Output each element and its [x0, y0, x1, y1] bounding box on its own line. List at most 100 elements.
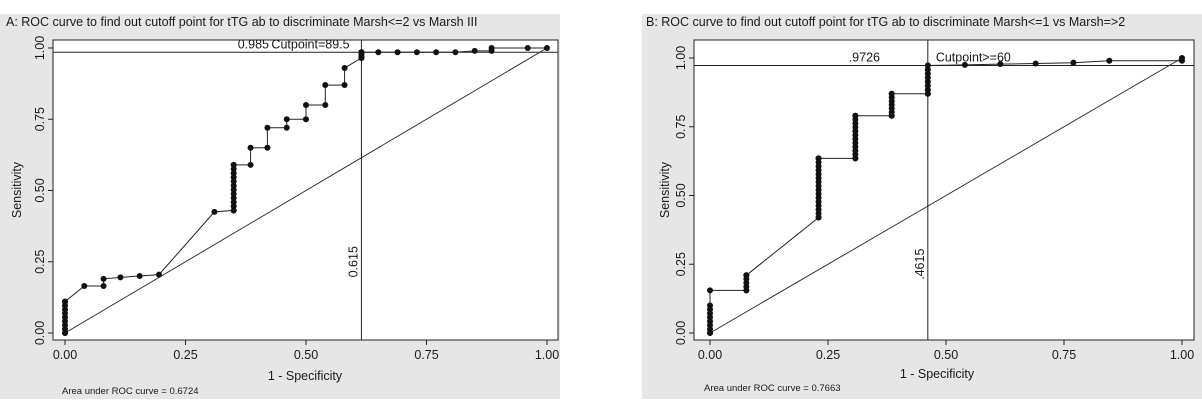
y-tick-label: 0.50: [33, 178, 47, 202]
y-axis-label-a: Sensitivity: [10, 161, 24, 218]
roc-point: [247, 144, 254, 151]
roc-point: [230, 178, 237, 185]
y-tick-label: 0.00: [33, 321, 47, 345]
sensitivity-value-label: .9726: [849, 51, 880, 65]
roc-point: [264, 144, 271, 151]
specificity-value-label: .4615: [913, 249, 927, 280]
roc-point: [707, 287, 713, 294]
roc-panel-b: B: ROC curve to find out cutoff point fo…: [642, 0, 1202, 406]
roc-point: [544, 45, 550, 51]
chart-title-b: B: ROC curve to find out cutoff point fo…: [646, 15, 1125, 29]
roc-point: [230, 203, 237, 210]
roc-point: [283, 116, 290, 123]
roc-point: [322, 102, 329, 108]
roc-point: [264, 124, 271, 131]
roc-point: [247, 161, 254, 168]
roc-point: [230, 186, 237, 193]
sensitivity-value-label: 0.985: [238, 37, 269, 51]
roc-point: [707, 302, 713, 309]
roc-marks-b: .9726 Cutpoint>=60 .4615: [694, 40, 1194, 340]
roc-point: [283, 124, 290, 131]
roc-point: [230, 199, 237, 206]
y-tick-label: 0.25: [33, 250, 47, 274]
roc-point: [743, 272, 750, 279]
roc-point: [452, 49, 459, 56]
diagonal-reference-line: [709, 57, 1183, 334]
roc-point: [961, 61, 968, 68]
roc-chart-a: A: ROC curve to find out cutoff point fo…: [0, 14, 560, 399]
roc-point: [815, 155, 822, 162]
roc-point: [413, 49, 420, 56]
roc-point: [155, 271, 162, 278]
roc-point: [341, 82, 348, 89]
roc-point: [230, 174, 237, 181]
roc-chart-b: B: ROC curve to find out cutoff point fo…: [642, 14, 1202, 399]
roc-point: [230, 207, 237, 214]
roc-panel-a: A: ROC curve to find out cutoff point fo…: [0, 0, 560, 406]
x-tick-label: 0.00: [53, 348, 77, 362]
x-tick-label: 0.00: [698, 348, 722, 362]
roc-point: [1032, 60, 1039, 67]
roc-point: [924, 62, 931, 69]
roc-point: [303, 102, 309, 108]
roc-point: [375, 49, 382, 56]
roc-point: [230, 182, 237, 189]
roc-point: [303, 116, 309, 123]
roc-point: [62, 298, 68, 305]
x-tick-label: 0.75: [414, 348, 438, 362]
y-axis-label-b: Sensitivity: [658, 161, 672, 218]
roc-point: [211, 208, 218, 215]
x-tick-label: 0.25: [173, 348, 197, 362]
cutpoint-label: Cutpoint=89.5: [271, 37, 349, 51]
roc-point: [852, 112, 859, 119]
roc-point: [1070, 59, 1077, 66]
roc-point: [230, 165, 237, 172]
roc-point: [524, 45, 531, 51]
roc-point: [230, 195, 237, 202]
plot-area-b: [693, 39, 1195, 341]
roc-point: [136, 273, 143, 279]
axis-ticks-b: 0.00 0.25 0.50 0.75 1.00 0.00 0.25 0.50 0.75 1.00: [674, 46, 1194, 362]
specificity-value-label: 0.615: [346, 246, 360, 277]
x-tick-label: 0.25: [816, 348, 840, 362]
y-tick-label: 0.75: [33, 107, 47, 131]
roc-point: [488, 45, 495, 51]
roc-point: [1179, 55, 1185, 61]
roc-point: [230, 161, 237, 168]
roc-point: [230, 170, 237, 177]
x-tick-label: 1.00: [535, 348, 559, 362]
x-axis-label-a: 1 - Specificity: [268, 369, 343, 383]
y-tick-label: 1.00: [33, 36, 47, 60]
roc-point: [358, 49, 365, 56]
y-tick-label: 0.00: [674, 321, 688, 345]
roc-point: [100, 275, 107, 282]
cutpoint-label: Cutpoint>=60: [936, 51, 1011, 65]
roc-point: [1106, 57, 1113, 64]
chart-title-a: A: ROC curve to find out cutoff point fo…: [6, 15, 478, 29]
x-tick-label: 0.50: [934, 348, 958, 362]
roc-point: [394, 49, 401, 56]
roc-point: [471, 47, 478, 54]
y-tick-label: 1.00: [674, 46, 688, 70]
auc-label-a: Area under ROC curve = 0.6724: [62, 386, 199, 397]
y-tick-label: 0.50: [674, 183, 688, 207]
x-axis-label-b: 1 - Specificity: [900, 367, 975, 381]
x-tick-label: 0.50: [294, 348, 318, 362]
y-tick-label: 0.25: [674, 252, 688, 276]
y-tick-label: 0.75: [674, 115, 688, 139]
x-tick-label: 1.00: [1170, 348, 1194, 362]
axis-ticks-a: 0.00 0.25 0.50 0.75 1.00 0.00 0.25 0.50 0.75 1.00: [33, 36, 559, 362]
roc-point: [433, 49, 440, 56]
roc-point: [322, 82, 329, 89]
auc-label-b: Area under ROC curve = 0.7663: [704, 383, 841, 394]
x-tick-label: 0.75: [1052, 348, 1076, 362]
roc-point: [81, 282, 88, 289]
roc-point: [230, 190, 237, 197]
roc-point: [117, 274, 124, 281]
diagonal-reference-line: [64, 47, 548, 334]
roc-marks-a: 0.985 Cutpoint=89.5 0.615: [53, 37, 558, 340]
roc-point: [997, 61, 1004, 68]
roc-point: [888, 90, 895, 97]
roc-point: [100, 282, 107, 289]
roc-point: [341, 64, 348, 71]
